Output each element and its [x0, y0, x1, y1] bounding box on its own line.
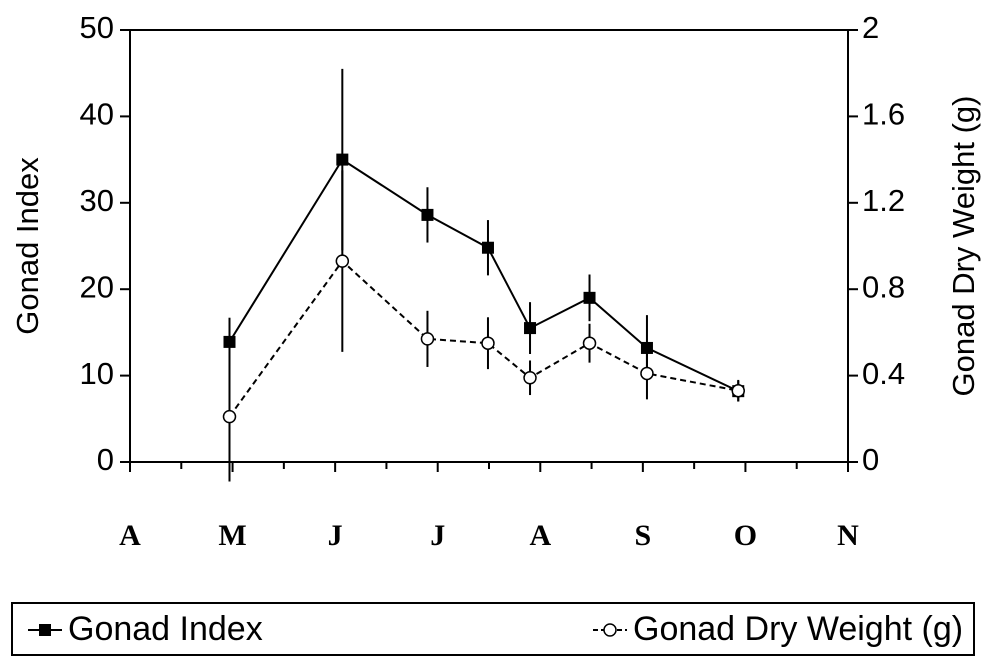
data-point — [335, 254, 350, 268]
y2-tick-label: 0.8 — [862, 269, 905, 304]
data-point — [481, 241, 494, 254]
legend-label: Gonad Index — [68, 610, 263, 648]
series-line — [228, 158, 739, 393]
data-point — [481, 336, 495, 350]
y-tick-label: 20 — [80, 269, 114, 304]
legend-marker — [39, 624, 51, 636]
y-axis-label: Gonad Index — [10, 157, 45, 335]
x-tick-label: O — [734, 519, 757, 552]
data-point — [223, 335, 236, 348]
y-tick-label: 0 — [97, 442, 114, 477]
y2-tick-label: 1.2 — [862, 183, 905, 218]
data-point — [524, 322, 537, 335]
y2-tick-label: 2 — [862, 10, 879, 45]
data-point — [582, 336, 597, 350]
data-point — [523, 371, 537, 385]
data-point — [421, 208, 434, 221]
y2-tick-label: 0 — [862, 442, 879, 477]
x-tick-label: S — [635, 519, 652, 552]
data-point — [222, 409, 237, 424]
y2-axis-label: Gonad Dry Weight (g) — [946, 96, 981, 397]
series-line — [228, 259, 739, 418]
y-tick-label: 40 — [80, 97, 114, 132]
legend-marker — [603, 623, 617, 637]
y-tick-label: 50 — [80, 10, 114, 45]
x-tick-label: A — [529, 519, 551, 552]
x-tick-label: N — [837, 519, 859, 552]
x-tick-label: J — [328, 519, 343, 552]
y-tick-label: 30 — [80, 183, 114, 218]
x-tick-label: M — [218, 519, 246, 552]
x-tick-label: A — [119, 519, 141, 552]
y2-tick-label: 0.4 — [862, 356, 905, 391]
data-point — [420, 332, 435, 346]
data-point — [640, 366, 654, 381]
legend-label: Gonad Dry Weight (g) — [633, 610, 963, 648]
data-point — [336, 153, 349, 166]
data-point — [731, 383, 745, 398]
legend-box — [11, 602, 975, 656]
x-tick-label: J — [430, 519, 445, 552]
data-point — [583, 291, 596, 304]
y-tick-label: 10 — [80, 356, 114, 391]
y2-tick-label: 1.6 — [862, 97, 905, 132]
